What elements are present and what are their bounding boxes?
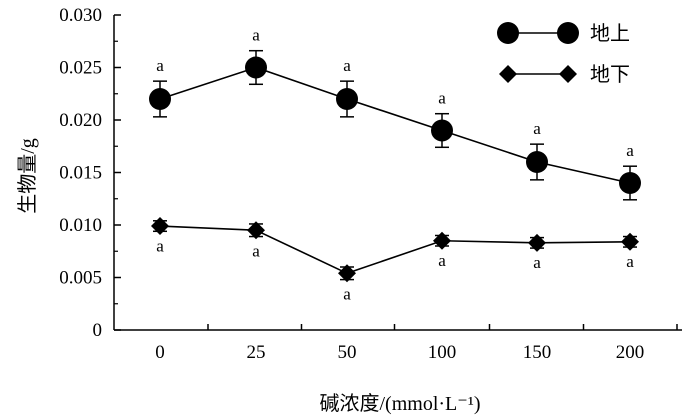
y-tick-label: 0.015 [59,163,102,184]
data-label: a [438,251,446,270]
legend-marker [559,65,577,83]
data-point [247,221,265,240]
series-1: a a a a a a [149,26,641,201]
data-point [528,233,546,252]
data-label: a [252,26,260,45]
data-point [151,217,169,236]
x-tick-label: 0 [155,342,165,363]
data-point [526,151,548,173]
data-point [621,232,639,251]
y-tick-label: 0.010 [59,215,102,236]
data-label: a [156,56,164,75]
y-tick-label: 0.025 [59,58,102,79]
series-2: a a a a a a [151,217,639,304]
data-point [433,231,451,250]
legend-label: 地上 [590,22,630,45]
data-label: a [626,252,634,271]
legend-marker [497,22,519,44]
legend-label: 地下 [590,63,630,86]
data-label: a [252,242,260,261]
data-point [149,88,171,110]
y-axis-title: 生物量/g [16,138,39,214]
x-axis-title: 碱浓度/(mmol·L⁻¹) [320,392,481,415]
y-tick-label: 0.030 [59,5,102,26]
data-point [338,264,356,283]
axes: 0 0.005 0.010 0.015 0.020 0.025 0.030 0 25 50 100 1… [59,5,682,363]
x-tick-label: 150 [523,342,552,363]
series-layer: a a a a a a a a a a a a [149,26,641,304]
series-line [159,66,631,184]
data-label: a [156,236,164,255]
data-point [619,172,641,194]
legend-marker [557,22,579,44]
x-tick-label: 200 [616,342,645,363]
legend-marker [499,65,517,83]
x-tick-label: 50 [338,342,357,363]
data-label: a [533,119,541,138]
data-label: a [533,253,541,272]
data-label: a [343,285,351,304]
data-point [245,56,267,79]
x-tick-label: 100 [428,342,457,363]
y-tick-label: 0 [93,320,103,341]
y-tick-label: 0.005 [59,268,102,289]
data-point [431,119,453,142]
x-tick-label: 25 [247,342,266,363]
series-line [159,225,631,275]
data-label: a [626,141,634,160]
y-tick-label: 0.020 [59,110,102,131]
data-point [336,88,358,110]
data-label: a [343,56,351,75]
data-label: a [438,89,446,108]
